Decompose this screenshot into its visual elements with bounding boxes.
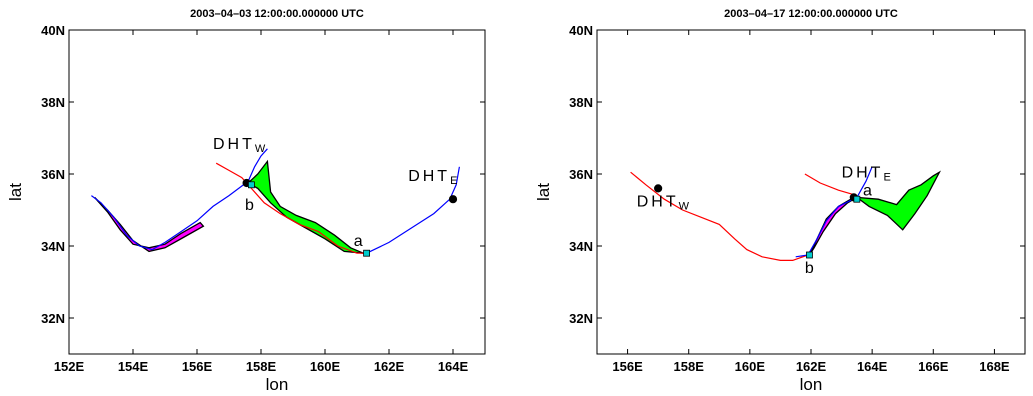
- annotation-label: b: [245, 197, 254, 214]
- series-line-red: [804, 173, 858, 197]
- left-chart-panel: 152E 154E 156E 158E 160E 162E 164E 32N 34N 36N 38N…: [6, 8, 486, 394]
- y-tick-label: 32N: [41, 311, 65, 326]
- x-tick-label: 164E: [857, 359, 888, 374]
- x-tick-label: 158E: [246, 359, 277, 374]
- cyan-square-marker: [853, 195, 861, 203]
- annotation-subscript: E: [450, 175, 457, 187]
- x-tick-label: 164E: [438, 359, 469, 374]
- annotation-text: a: [863, 183, 872, 200]
- annotation-text: DHT: [408, 168, 450, 185]
- filled-region-magenta: [808, 196, 858, 256]
- axes-frame: [68, 29, 486, 355]
- y-tick-label: 36N: [41, 167, 65, 182]
- annotation-text: DHT: [213, 136, 255, 153]
- x-tick-label: 168E: [979, 359, 1010, 374]
- plot-area: [91, 148, 460, 257]
- annotation-subscript: E: [883, 172, 890, 184]
- black-point-marker: [654, 184, 663, 193]
- annotation-label: DHTE: [408, 168, 457, 187]
- x-axis-label: lon: [266, 375, 289, 394]
- chart-title: 2003–04–03 12:00:00.000000 UTC: [190, 8, 364, 20]
- annotation-label: DHTW: [213, 136, 266, 155]
- y-tick-label: 40N: [41, 23, 65, 38]
- y-tick-label: 38N: [569, 95, 593, 110]
- y-tick-label: 32N: [569, 311, 593, 326]
- y-tick-label: 34N: [41, 239, 65, 254]
- cyan-square-marker: [247, 181, 255, 189]
- filled-region-magenta: [94, 196, 205, 253]
- y-axis-label: lat: [6, 183, 25, 201]
- annotation-label: a: [863, 183, 872, 200]
- series-line-red: [215, 162, 367, 254]
- right-chart-panel: 156E 158E 160E 162E 164E 166E 168E 32N 34N 36N 38N…: [534, 8, 1026, 394]
- x-tick-label: 154E: [118, 359, 149, 374]
- plot-area: [630, 166, 942, 261]
- filled-region-green: [854, 170, 942, 231]
- annotation-subscript: W: [255, 143, 266, 155]
- cyan-square-marker: [363, 249, 371, 257]
- y-axis-label: lat: [534, 183, 553, 201]
- y-tick-label: 34N: [569, 239, 593, 254]
- x-tick-label: 156E: [612, 359, 643, 374]
- annotation-text: b: [805, 260, 814, 277]
- annotation-text: a: [354, 233, 363, 250]
- y-tick-label: 36N: [569, 167, 593, 182]
- series-line-blue: [366, 166, 460, 254]
- annotation-label: a: [354, 233, 363, 250]
- series-line-red: [630, 171, 809, 261]
- x-tick-label: 152E: [54, 359, 85, 374]
- annotation-text: DHT: [637, 193, 679, 210]
- x-tick-label: 160E: [310, 359, 341, 374]
- y-tick-label: 38N: [41, 95, 65, 110]
- annotation-text: DHT: [842, 165, 884, 182]
- x-tick-label: 158E: [674, 359, 705, 374]
- annotation-label: DHTE: [842, 165, 891, 184]
- axes-frame: [596, 29, 1026, 355]
- black-point-marker: [448, 195, 458, 204]
- x-axis-label: lon: [800, 375, 823, 394]
- x-tick-label: 162E: [796, 359, 827, 374]
- x-tick-label: 166E: [918, 359, 949, 374]
- filled-region-green: [247, 159, 364, 254]
- annotation-text: b: [245, 197, 254, 214]
- cyan-square-marker: [806, 251, 813, 259]
- x-tick-label: 160E: [735, 359, 766, 374]
- x-tick-label: 162E: [374, 359, 405, 374]
- annotation-label: b: [805, 260, 814, 277]
- annotation-subscript: W: [679, 200, 690, 212]
- chart-title: 2003–04–17 12:00:00.000000 UTC: [724, 8, 898, 20]
- y-tick-label: 40N: [569, 23, 593, 38]
- annotation-label: DHTW: [637, 193, 690, 212]
- x-tick-label: 156E: [182, 359, 213, 374]
- series-line-blue: [91, 148, 268, 251]
